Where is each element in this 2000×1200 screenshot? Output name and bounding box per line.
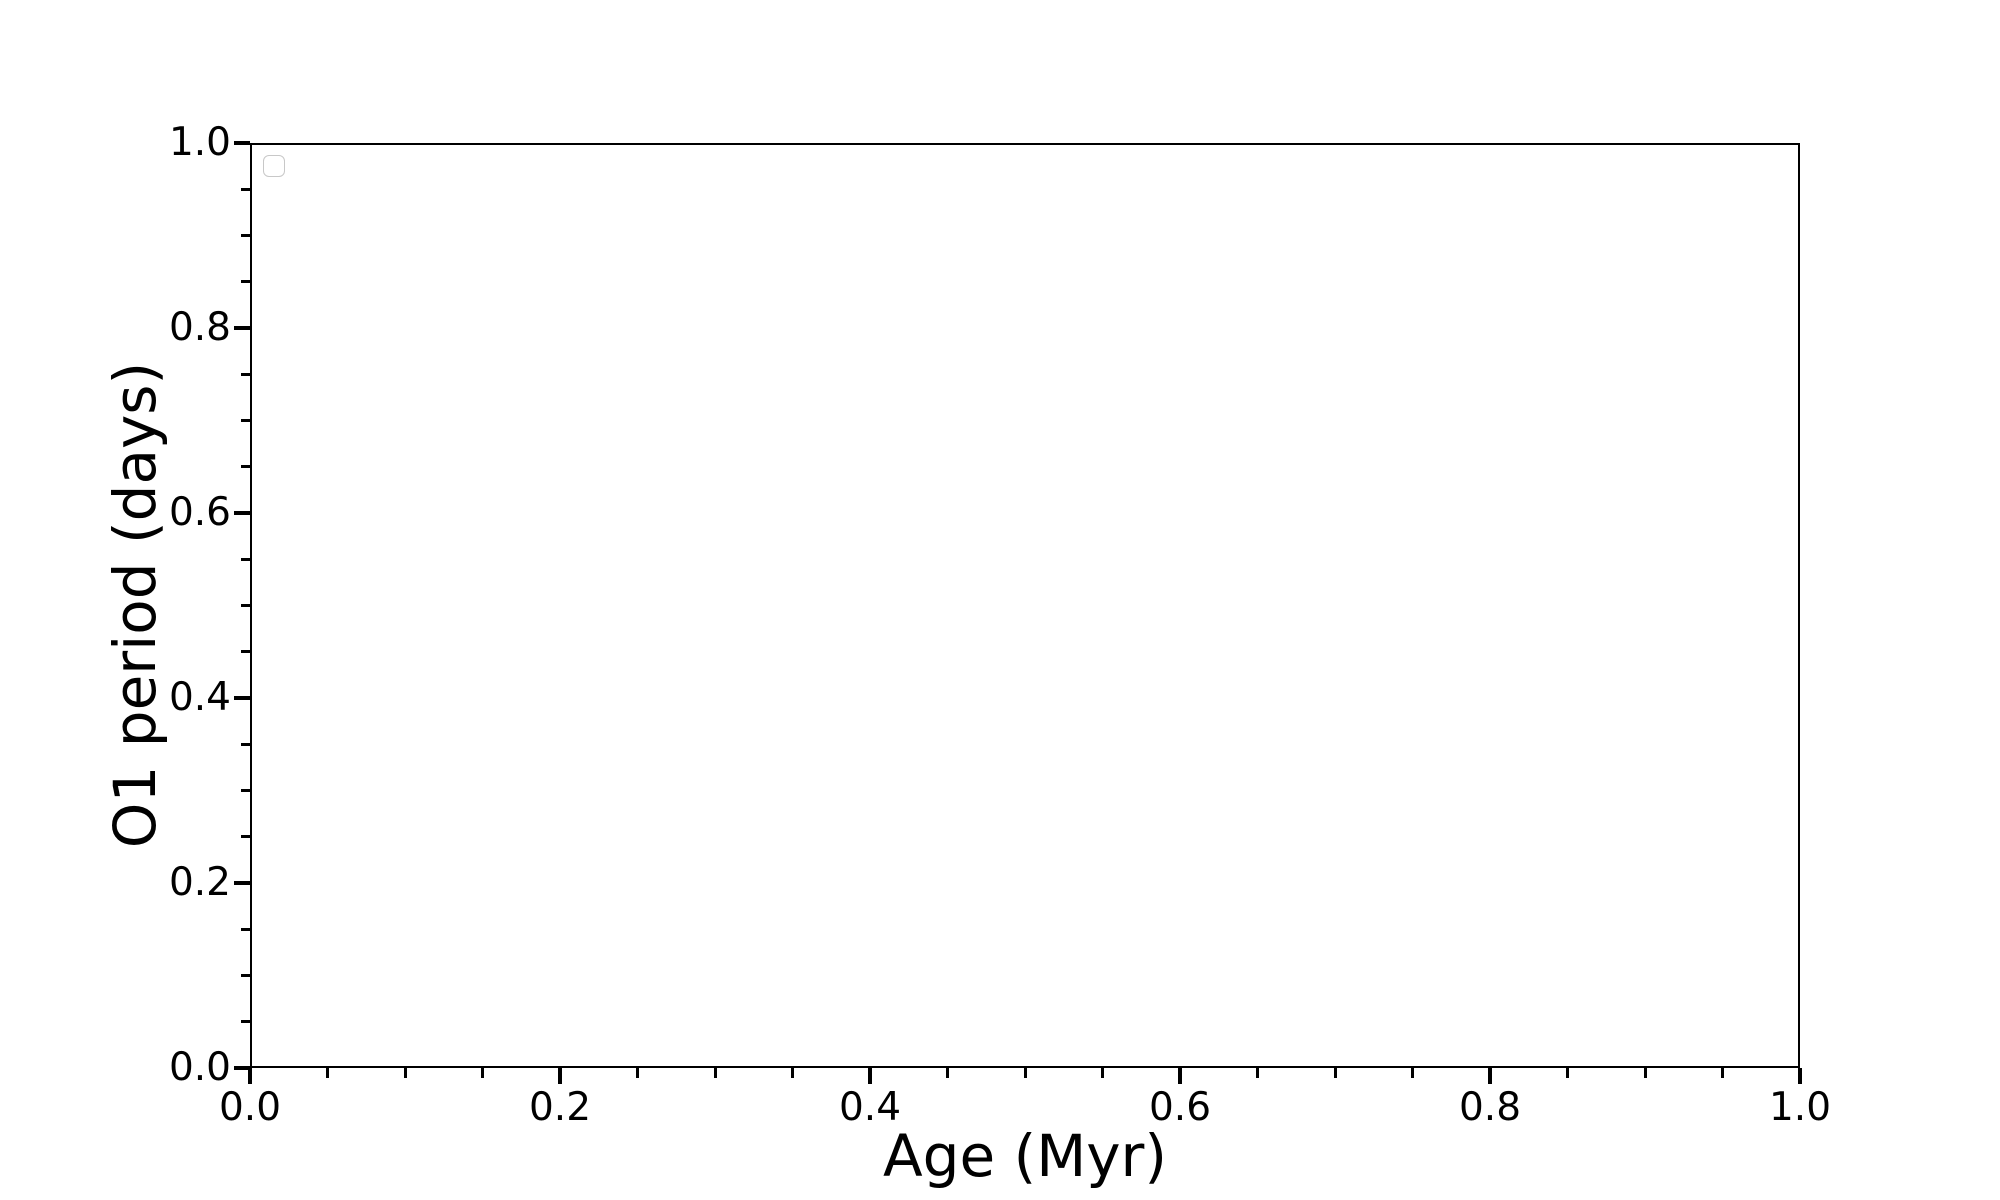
y-tick-label: 0.2 [168,860,231,905]
y-minor-tick [240,1020,250,1024]
x-tick-label: 0.6 [1148,1085,1212,1130]
y-major-tick [234,696,250,700]
y-major-tick [234,511,250,515]
x-minor-tick [1643,1068,1647,1078]
y-minor-tick [240,835,250,839]
x-minor-tick [1566,1068,1569,1078]
x-minor-tick [713,1068,717,1078]
x-tick-label: 0.2 [528,1085,592,1130]
x-minor-tick [1411,1068,1414,1078]
legend-box [263,155,285,177]
x-major-tick [868,1068,872,1084]
x-major-tick [1488,1068,1492,1084]
y-tick-label: 0.4 [168,675,231,720]
y-minor-tick [240,974,250,977]
y-minor-tick [240,927,250,931]
x-minor-tick [1101,1068,1104,1078]
x-tick-label: 0.8 [1458,1085,1522,1130]
y-tick-label: 0.8 [168,305,231,350]
x-tick-label: 1.0 [1768,1085,1832,1130]
x-minor-tick [1333,1068,1337,1078]
y-major-tick [234,326,250,330]
y-tick-label: 0.6 [168,490,231,535]
x-major-tick [1798,1068,1802,1084]
y-major-tick [234,141,250,145]
y-minor-tick [240,280,250,284]
y-axis-label: O1 period (days) [101,361,169,849]
x-minor-tick [326,1068,329,1078]
y-minor-tick [240,372,250,376]
y-minor-tick [240,234,250,237]
y-major-tick [234,881,250,885]
y-minor-tick [240,465,250,469]
x-minor-tick [636,1068,639,1078]
x-major-tick [558,1068,562,1084]
x-minor-tick [1721,1068,1724,1078]
x-tick-label: 0.4 [838,1085,902,1130]
y-minor-tick [240,187,250,191]
plot-area [250,143,1800,1068]
x-minor-tick [1023,1068,1027,1078]
y-major-tick [234,1066,250,1070]
x-minor-tick [481,1068,484,1078]
y-minor-tick [240,742,250,746]
x-tick-label: 0.0 [218,1085,282,1130]
y-tick-label: 1.0 [168,120,231,165]
x-major-tick [248,1068,252,1084]
y-minor-tick [240,557,250,561]
y-tick-label: 0.0 [168,1045,231,1090]
x-minor-tick [946,1068,949,1078]
y-minor-tick [240,650,250,654]
x-minor-tick [1256,1068,1259,1078]
x-minor-tick [403,1068,407,1078]
y-minor-tick [240,789,250,792]
x-major-tick [1178,1068,1182,1084]
x-minor-tick [791,1068,794,1078]
x-axis-label: Age (Myr) [882,1122,1168,1190]
y-minor-tick [240,419,250,422]
y-minor-tick [240,604,250,607]
